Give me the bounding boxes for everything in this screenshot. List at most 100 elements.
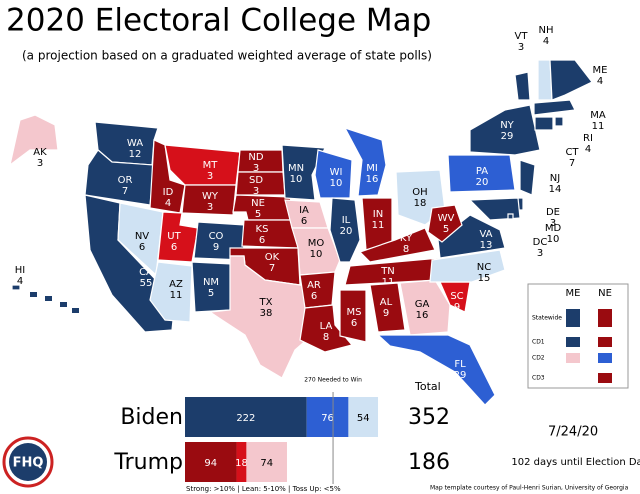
state-abbr: NC [477, 262, 491, 273]
state-shape [11, 284, 21, 291]
state-ev: 3 [253, 163, 259, 174]
state-abbr: NY [500, 120, 514, 131]
state-shape [399, 279, 451, 336]
state-abbr: SC [450, 291, 463, 302]
state-abbr: DE [546, 207, 560, 218]
state-abbr: DC [533, 237, 548, 248]
state-abbr: UT [167, 231, 181, 242]
state-ev: 9 [454, 302, 460, 313]
tally-bar [306, 397, 349, 437]
state-ev: 3 [207, 171, 213, 182]
state-abbr: KS [256, 224, 269, 235]
state-shape [181, 184, 237, 216]
state-ev: 5 [443, 224, 449, 235]
legend-swatch [598, 337, 612, 347]
state-shape [376, 334, 496, 406]
state-abbr: AK [33, 147, 47, 158]
legend-swatch [598, 373, 612, 383]
state-ev: 16 [366, 174, 379, 185]
state-ev: 14 [549, 184, 562, 195]
state-abbr: WI [330, 167, 343, 178]
state-shape [369, 282, 406, 333]
island [45, 296, 52, 301]
title: 2020 Electoral College Map [6, 3, 431, 39]
state-ev: 7 [569, 158, 575, 169]
state-abbr: NM [203, 277, 219, 288]
island [60, 302, 67, 307]
state-shape [533, 99, 576, 116]
state-ev: 6 [171, 242, 177, 253]
state-abbr: AZ [169, 279, 183, 290]
state-abbr: OK [265, 252, 280, 263]
state-abbr: KY [400, 233, 413, 244]
state-ev: 18 [414, 198, 427, 209]
state-ev: 4 [597, 76, 603, 87]
tally-bar [236, 442, 247, 482]
state-ev: 6 [301, 216, 307, 227]
state-ev: 4 [17, 276, 23, 287]
state-ev: 6 [351, 318, 357, 329]
legend-swatch [598, 353, 612, 363]
candidate-total: 186 [408, 450, 450, 475]
state-ev: 29 [454, 370, 467, 381]
state-shape [281, 144, 326, 201]
legend-swatch [598, 309, 612, 327]
state-abbr: WV [438, 213, 455, 224]
state-ev: 29 [501, 131, 514, 142]
legend-swatch [566, 309, 580, 327]
legend-swatch [566, 337, 580, 347]
total-header: Total [414, 380, 441, 393]
state-shape [358, 227, 436, 263]
state-shape [241, 219, 299, 249]
state-abbr: AL [380, 297, 393, 308]
legend-row-label: Statewide [532, 315, 562, 322]
state-abbr: NE [251, 198, 265, 209]
tally-bar [185, 442, 237, 482]
island [72, 308, 79, 313]
state-ev: 10 [330, 178, 343, 189]
tally-bar [246, 442, 287, 482]
state-abbr: TX [259, 297, 273, 308]
state-shape [329, 197, 361, 263]
state-ev: 6 [259, 235, 265, 246]
state-abbr: WY [202, 191, 219, 202]
date: 7/24/20 [548, 425, 598, 440]
logo-disc [9, 443, 47, 481]
state-abbr: VA [479, 229, 492, 240]
needed-label: 270 Needed to Win [304, 377, 362, 384]
island [30, 292, 37, 297]
state-ev: 7 [269, 263, 275, 274]
state-ev: 3 [207, 202, 213, 213]
state-shape [343, 126, 387, 197]
state-ev: 8 [323, 332, 329, 343]
state-ev: 11 [382, 277, 395, 288]
state-ev: 3 [37, 158, 43, 169]
state-shape [554, 116, 564, 127]
state-ev: 3 [550, 218, 556, 229]
tally-value: 54 [357, 413, 370, 424]
state-shape [208, 255, 321, 379]
state-abbr: OH [412, 187, 427, 198]
state-abbr: MD [545, 223, 562, 234]
candidate-name: Biden [120, 405, 183, 430]
tally-value: 74 [260, 458, 273, 469]
state-shape [514, 71, 531, 101]
legend-frame [527, 283, 629, 389]
state-abbr: SD [249, 175, 263, 186]
state-abbr: MT [203, 160, 219, 171]
state-ev: 6 [139, 242, 145, 253]
state-ev: 6 [311, 291, 317, 302]
state-ev: 10 [290, 174, 303, 185]
state-ev: 55 [140, 278, 153, 289]
state-abbr: NV [135, 231, 149, 242]
state-ev: 38 [260, 308, 273, 319]
state-abbr: MN [288, 163, 304, 174]
legend-column: NE [598, 288, 612, 299]
state-ev: 4 [585, 144, 591, 155]
state-abbr: IL [342, 215, 351, 226]
state-abbr: NJ [550, 173, 560, 184]
state-abbr: CT [565, 147, 579, 158]
state-shape [549, 59, 593, 101]
state-abbr: HI [15, 265, 25, 276]
state-ev: 7 [122, 186, 128, 197]
